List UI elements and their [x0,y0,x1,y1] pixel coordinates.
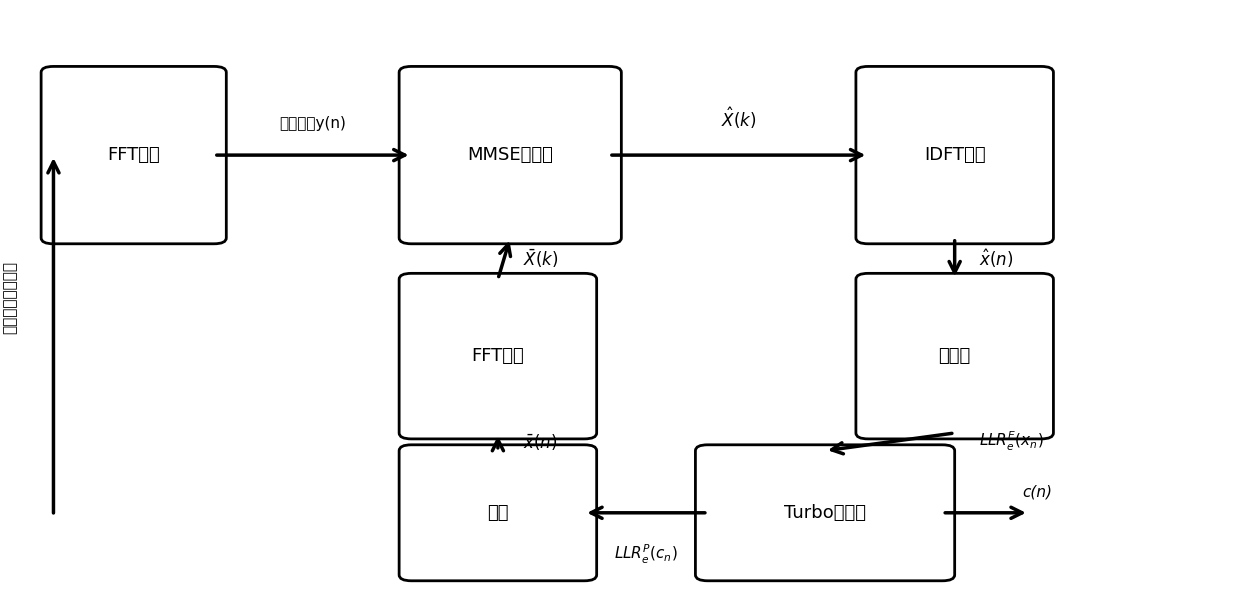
Text: FFT变换: FFT变换 [471,347,525,365]
Text: 同步后的接收序列: 同步后的接收序列 [2,261,17,333]
Text: $LLR_e^E(x_n)$: $LLR_e^E(x_n)$ [980,430,1044,453]
Text: $\hat{x}(n)$: $\hat{x}(n)$ [980,247,1014,270]
FancyBboxPatch shape [399,273,596,439]
FancyBboxPatch shape [41,67,226,244]
Text: 解映射: 解映射 [939,347,971,365]
FancyBboxPatch shape [856,67,1054,244]
Text: IDFT变换: IDFT变换 [924,146,986,164]
FancyBboxPatch shape [399,67,621,244]
Text: 映射: 映射 [487,504,508,522]
Text: MMSE均衡器: MMSE均衡器 [467,146,553,164]
Text: $\bar{x}(n)$: $\bar{x}(n)$ [522,432,557,452]
Text: c(n): c(n) [1023,485,1053,500]
Text: 数据序列y(n): 数据序列y(n) [279,116,346,131]
FancyBboxPatch shape [399,445,596,581]
Text: FFT变换: FFT变换 [108,146,160,164]
FancyBboxPatch shape [696,445,955,581]
FancyBboxPatch shape [856,273,1054,439]
Text: $\hat{X}(k)$: $\hat{X}(k)$ [720,106,756,131]
Text: Turbo译码器: Turbo译码器 [784,504,866,522]
Text: $LLR_e^P(c_n)$: $LLR_e^P(c_n)$ [614,542,678,565]
Text: $\bar{X}(k)$: $\bar{X}(k)$ [522,247,558,270]
